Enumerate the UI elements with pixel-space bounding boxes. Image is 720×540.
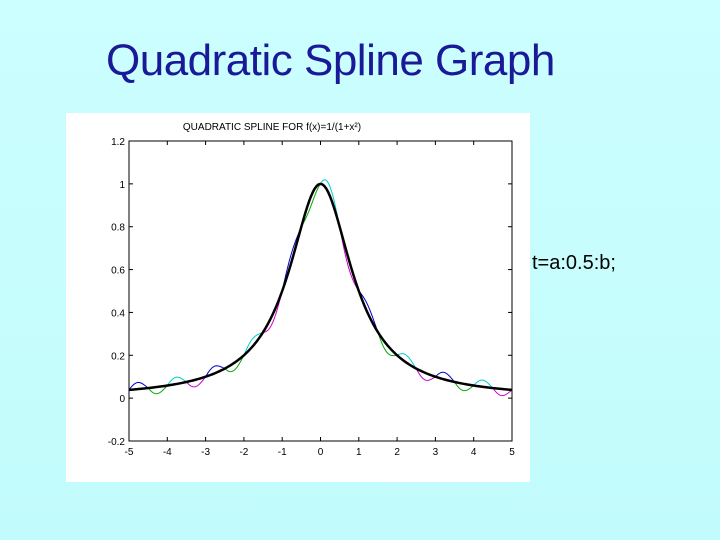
- spline-piece-line: [128, 381, 149, 391]
- spline-piece-line: [166, 376, 187, 386]
- spline-piece-line: [454, 381, 475, 392]
- plot-axes: [128, 140, 513, 442]
- spline-piece-line: [396, 353, 417, 369]
- y-tick-label: 1: [119, 180, 125, 191]
- spline-piece-line: [473, 379, 494, 389]
- slide-title: Quadratic Spline Graph: [106, 36, 555, 85]
- spline-piece-line: [147, 385, 168, 395]
- spline-piece-line: [300, 183, 321, 227]
- plot-panel: QUADRATIC SPLINE FOR f(x)=1/(1+x²) -5 -4-…: [66, 113, 530, 482]
- x-tick-label: -3: [201, 447, 210, 458]
- x-tick-label: -1: [278, 447, 287, 458]
- spline-piece-line: [435, 371, 455, 383]
- spline-piece-line: [492, 387, 513, 397]
- y-tick-label: 0.6: [111, 266, 125, 277]
- plot-title: QUADRATIC SPLINE FOR f(x)=1/(1+x²): [183, 122, 361, 133]
- x-tick-label: -4: [163, 447, 172, 458]
- step-note: t=a:0.5:b;: [532, 252, 616, 274]
- spline-piece-line: [186, 376, 206, 388]
- function-curve-group: [128, 182, 513, 392]
- y-tick-label: -0.2: [108, 437, 126, 448]
- spline-pieces: [128, 179, 513, 397]
- x-tick-label: -2: [239, 447, 248, 458]
- spline-piece-line: [415, 368, 436, 381]
- x-tick-label: 4: [471, 447, 477, 458]
- y-tick-label: 0.2: [111, 351, 125, 362]
- x-tick-label: -5: [125, 447, 134, 458]
- plot-frame: [128, 140, 513, 442]
- y-tick-label: 0.8: [111, 223, 125, 234]
- spline-piece-line: [224, 355, 245, 373]
- spline-piece-line: [263, 290, 283, 333]
- x-tick-label: 1: [356, 447, 362, 458]
- spline-piece-line: [205, 365, 225, 377]
- y-tick-label: 0.4: [111, 308, 125, 319]
- spline-piece-line: [358, 290, 379, 333]
- y-tick-label: 1.2: [111, 137, 125, 148]
- spline-piece-line: [243, 331, 264, 356]
- tick-labels: -5 -4 -3 -2 -1 0 1 2 3 4 5 -0.2 0 0.2 0.4 0.6 0.8 1 1.2: [108, 137, 515, 458]
- function-curve-line: [128, 182, 513, 392]
- spline-plot: QUADRATIC SPLINE FOR f(x)=1/(1+x²) -5 -4-…: [108, 122, 515, 458]
- x-tick-label: 5: [509, 447, 515, 458]
- x-tick-label: 2: [394, 447, 400, 458]
- x-tick-label: 0: [318, 447, 324, 458]
- y-tick-label: 0: [119, 394, 125, 405]
- spline-piece-line: [377, 332, 398, 357]
- x-tick-label: 3: [433, 447, 439, 458]
